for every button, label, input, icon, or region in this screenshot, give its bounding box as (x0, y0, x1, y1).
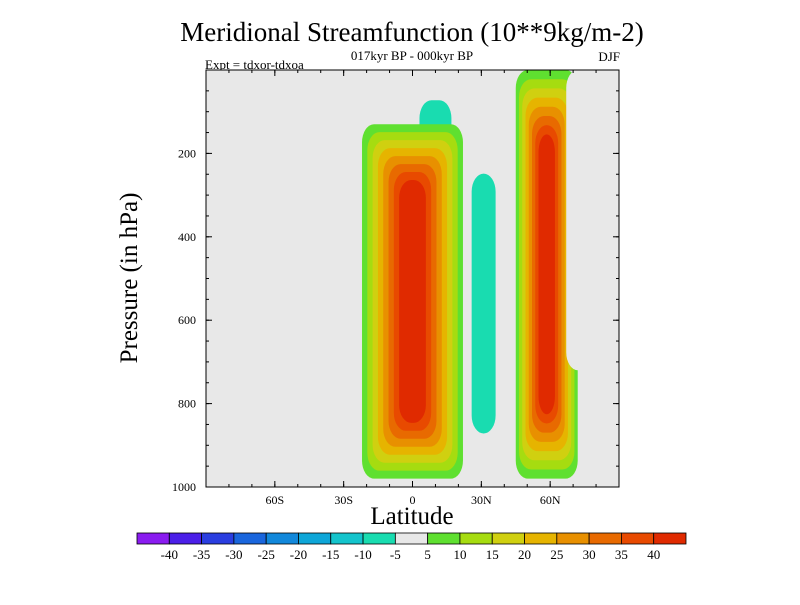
colorbar-swatch (621, 532, 655, 545)
chart-subtitle-center: 017kyr BP - 000kyr BP (351, 48, 473, 63)
colorbar-label: -5 (390, 547, 401, 562)
y-tick-label: 400 (178, 230, 196, 244)
x-tick-label: 60S (265, 493, 284, 507)
nh-polar-negative-level-1 (566, 70, 590, 371)
chart-subtitle-left: Expt = tdxor-tdxoa (205, 57, 304, 72)
x-tick-label: 30N (471, 493, 492, 507)
x-axis-label: Latitude (370, 503, 453, 530)
colorbar-label: -10 (354, 547, 371, 562)
colorbar-label: 15 (486, 547, 499, 562)
sh-hadley-cell-level-8 (399, 180, 426, 423)
colorbar-swatch (588, 532, 622, 545)
y-tick-label: 1000 (172, 480, 196, 494)
nh-midlatitude-cell-level-8 (538, 134, 555, 415)
y-axis-label: Pressure (in hPa) (116, 193, 143, 364)
colorbar-swatch (427, 532, 461, 545)
colorbar-swatch (330, 532, 364, 545)
colorbar-swatch (265, 532, 299, 545)
colorbar-label: 5 (424, 547, 431, 562)
colorbar-label: 10 (453, 547, 466, 562)
chart-title: Meridional Streamfunction (10**9kg/m-2) (180, 17, 643, 47)
heatmap-layer (224, 70, 590, 479)
colorbar-swatch (298, 532, 332, 545)
axis-layer: 60S 30S 0 30N 60N 200 400 600 800 1000 (172, 69, 620, 507)
colorbar-label: 20 (518, 547, 531, 562)
colorbar-label: -35 (193, 547, 210, 562)
colorbar-swatch (136, 532, 170, 545)
colorbar-label: 35 (615, 547, 628, 562)
y-tick-label: 800 (178, 397, 196, 411)
colorbar-label: -20 (290, 547, 307, 562)
colorbar-label: -30 (225, 547, 242, 562)
sh-ferrel-cell-level-1 (272, 236, 287, 454)
x-tick-label: 0 (410, 493, 416, 507)
x-tick-label: 60N (540, 493, 561, 507)
y-tick-label: 200 (178, 146, 196, 160)
colorbar-swatch (653, 532, 687, 545)
colorbar-swatch (201, 532, 235, 545)
sh-polar-cell-level-1 (224, 78, 236, 425)
colorbar-label: -40 (161, 547, 178, 562)
x-tick-label: 30S (334, 493, 353, 507)
colorbar-swatch (362, 532, 396, 545)
colorbar-label: 30 (583, 547, 596, 562)
nh-tropical-negative-level-2 (471, 173, 496, 434)
colorbar-swatch (491, 532, 525, 545)
colorbar-swatch (233, 532, 267, 545)
y-tick-label: 600 (178, 313, 196, 327)
colorbar-label: 25 (550, 547, 563, 562)
chart-subtitle-right: DJF (598, 49, 620, 64)
colorbar-swatch (556, 532, 590, 545)
colorbar-swatch (168, 532, 202, 545)
colorbar-label: -25 (258, 547, 275, 562)
colorbar-label: 40 (647, 547, 660, 562)
colorbar-swatch (524, 532, 558, 545)
colorbar-swatch (394, 532, 429, 545)
colorbar-label: -15 (322, 547, 339, 562)
colorbar: -40 -35 -30 -25 -20 -15 -10 -5 5 10 15 20 25 30 35 40 (136, 532, 687, 562)
colorbar-swatch (459, 532, 493, 545)
